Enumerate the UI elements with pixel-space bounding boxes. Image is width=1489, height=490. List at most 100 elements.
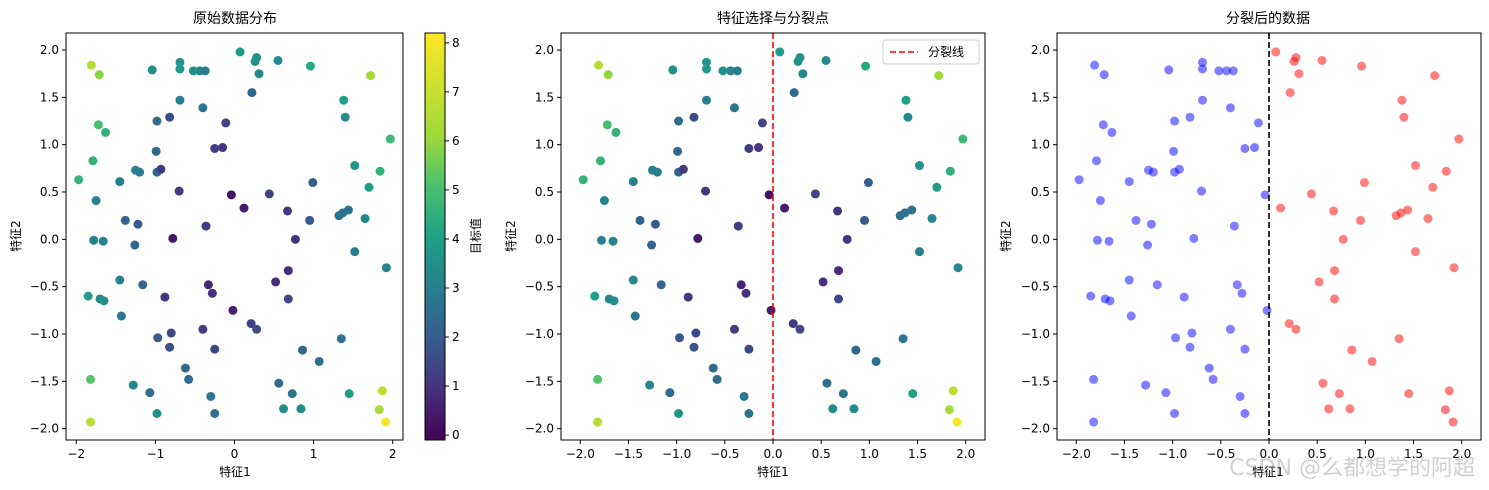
data-point bbox=[364, 182, 374, 192]
legend-box bbox=[882, 39, 980, 65]
data-point bbox=[842, 234, 852, 244]
panel-2-legend: 分裂线 bbox=[882, 39, 980, 65]
data-point bbox=[152, 116, 162, 126]
data-point bbox=[1228, 66, 1238, 76]
data-point bbox=[264, 189, 274, 199]
data-point bbox=[99, 296, 109, 306]
x-tick-label: −1.5 bbox=[1110, 447, 1139, 461]
data-point bbox=[94, 70, 104, 80]
data-point bbox=[907, 205, 917, 215]
y-tick-label: 1.0 bbox=[1031, 138, 1050, 152]
data-point bbox=[861, 61, 871, 71]
data-point bbox=[1284, 319, 1294, 329]
data-point bbox=[833, 206, 843, 216]
panel-1-xlabel: 特征1 bbox=[219, 464, 251, 479]
data-point bbox=[133, 219, 143, 229]
data-point bbox=[1099, 70, 1109, 80]
data-point bbox=[175, 57, 185, 67]
data-point bbox=[628, 177, 638, 187]
data-point bbox=[1334, 389, 1344, 399]
data-point bbox=[91, 196, 101, 206]
data-point bbox=[1347, 345, 1357, 355]
data-point bbox=[822, 378, 832, 388]
data-point bbox=[1089, 417, 1099, 427]
data-point bbox=[165, 342, 175, 352]
data-point bbox=[1448, 417, 1458, 427]
data-point bbox=[701, 186, 711, 196]
colorbar-ticks: 0 1 2 3 4 5 6 7 8 bbox=[445, 36, 460, 442]
data-point bbox=[1174, 164, 1184, 174]
data-point bbox=[1314, 277, 1324, 287]
data-point bbox=[1399, 112, 1409, 122]
data-point bbox=[1098, 120, 1108, 130]
data-point bbox=[305, 215, 315, 225]
data-point bbox=[287, 389, 297, 399]
data-point bbox=[1367, 356, 1377, 366]
data-point bbox=[788, 319, 798, 329]
data-point bbox=[795, 53, 805, 63]
data-point bbox=[252, 53, 262, 63]
colorbar-tick-label: 6 bbox=[452, 134, 460, 148]
data-point bbox=[1338, 234, 1348, 244]
data-point bbox=[175, 64, 185, 74]
data-point bbox=[1171, 333, 1181, 343]
data-point bbox=[1291, 53, 1301, 63]
data-point bbox=[736, 280, 746, 290]
data-point bbox=[775, 47, 785, 57]
data-point bbox=[1260, 190, 1270, 200]
data-point bbox=[235, 47, 245, 57]
colorbar-tick-label: 0 bbox=[452, 428, 460, 442]
data-point bbox=[729, 103, 739, 113]
data-point bbox=[1318, 378, 1328, 388]
data-point bbox=[754, 143, 764, 153]
data-point bbox=[611, 127, 621, 137]
watermark: CSDN @么都想学的阿超 bbox=[1229, 456, 1475, 481]
data-point bbox=[741, 288, 751, 298]
data-point bbox=[596, 235, 606, 245]
data-point bbox=[590, 291, 600, 301]
data-point bbox=[1179, 292, 1189, 302]
data-point bbox=[1294, 69, 1304, 79]
panel-3: 分裂后的数据 −2.0 −1.5 −1.0 −0.5 0.0 0.5 1.0 1.5 2.0 −… bbox=[998, 11, 1482, 479]
data-point bbox=[628, 275, 638, 285]
data-point bbox=[160, 292, 170, 302]
data-point bbox=[153, 333, 163, 343]
data-point bbox=[1225, 324, 1235, 334]
data-point bbox=[283, 206, 293, 216]
x-tick-label: 1.0 bbox=[860, 447, 879, 461]
data-point bbox=[934, 71, 944, 81]
x-tick-label: 2.0 bbox=[1452, 447, 1471, 461]
data-point bbox=[1187, 328, 1197, 338]
data-point bbox=[1141, 380, 1151, 390]
data-point bbox=[1131, 215, 1141, 225]
data-point bbox=[871, 356, 881, 366]
data-point bbox=[98, 236, 108, 246]
panel-3-x-ticks: −2.0 −1.5 −1.0 −0.5 0.0 0.5 1.0 1.5 2.0 bbox=[1062, 440, 1471, 461]
data-point bbox=[1092, 156, 1102, 166]
data-point bbox=[86, 374, 96, 384]
data-point bbox=[93, 120, 103, 130]
data-point bbox=[340, 112, 350, 122]
data-point bbox=[226, 190, 236, 200]
data-point bbox=[1394, 334, 1404, 344]
data-point bbox=[86, 417, 96, 427]
x-tick-label: 0.5 bbox=[812, 447, 831, 461]
data-point bbox=[1208, 374, 1218, 384]
data-point bbox=[834, 294, 844, 304]
y-tick-label: 0.0 bbox=[1031, 232, 1050, 246]
x-tick-label: −1 bbox=[147, 447, 165, 461]
data-point bbox=[901, 95, 911, 105]
data-point bbox=[246, 319, 256, 329]
data-point bbox=[271, 277, 281, 287]
x-tick-label: 1.5 bbox=[908, 447, 927, 461]
data-point bbox=[165, 112, 175, 122]
data-point bbox=[339, 95, 349, 105]
colorbar-tick-label: 2 bbox=[452, 330, 460, 344]
data-point bbox=[1074, 175, 1084, 185]
data-point bbox=[678, 164, 688, 174]
data-point bbox=[210, 408, 220, 418]
data-point bbox=[83, 291, 93, 301]
panel-1-frame bbox=[65, 32, 404, 441]
panel-1-title: 原始数据分布 bbox=[193, 11, 277, 27]
